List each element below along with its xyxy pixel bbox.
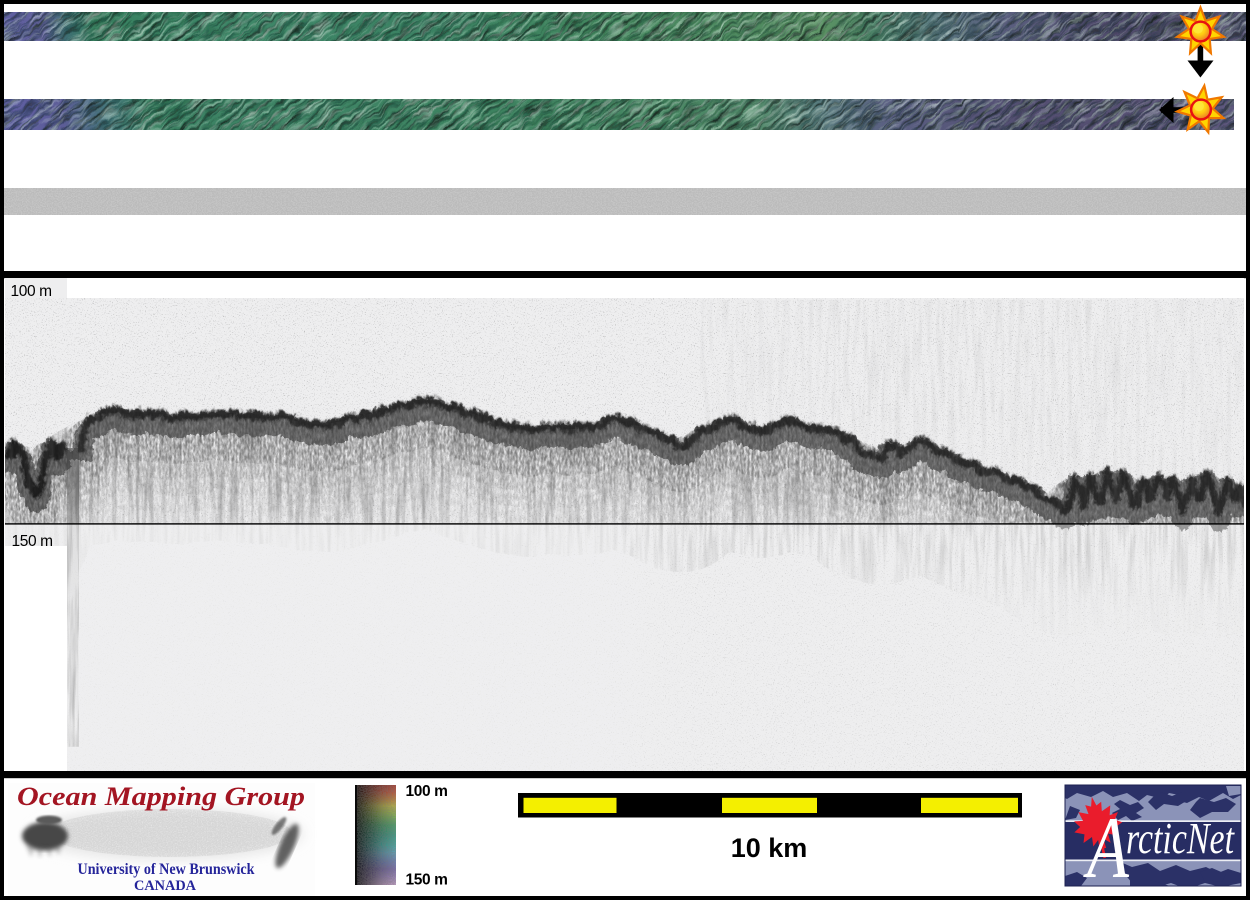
svg-text:University of New Brunswick: University of New Brunswick	[78, 861, 255, 878]
svg-text:10 km: 10 km	[731, 833, 808, 863]
svg-text:150 m: 150 m	[406, 872, 448, 889]
svg-text:A: A	[1083, 800, 1130, 897]
svg-text:100 m: 100 m	[406, 783, 448, 800]
svg-text:150 m: 150 m	[12, 533, 53, 550]
svg-text:CANADA: CANADA	[134, 878, 196, 894]
svg-text:rcticNet: rcticNet	[1126, 814, 1235, 863]
svg-text:100 m: 100 m	[11, 283, 52, 300]
svg-text:Ocean Mapping Group: Ocean Mapping Group	[17, 782, 305, 811]
